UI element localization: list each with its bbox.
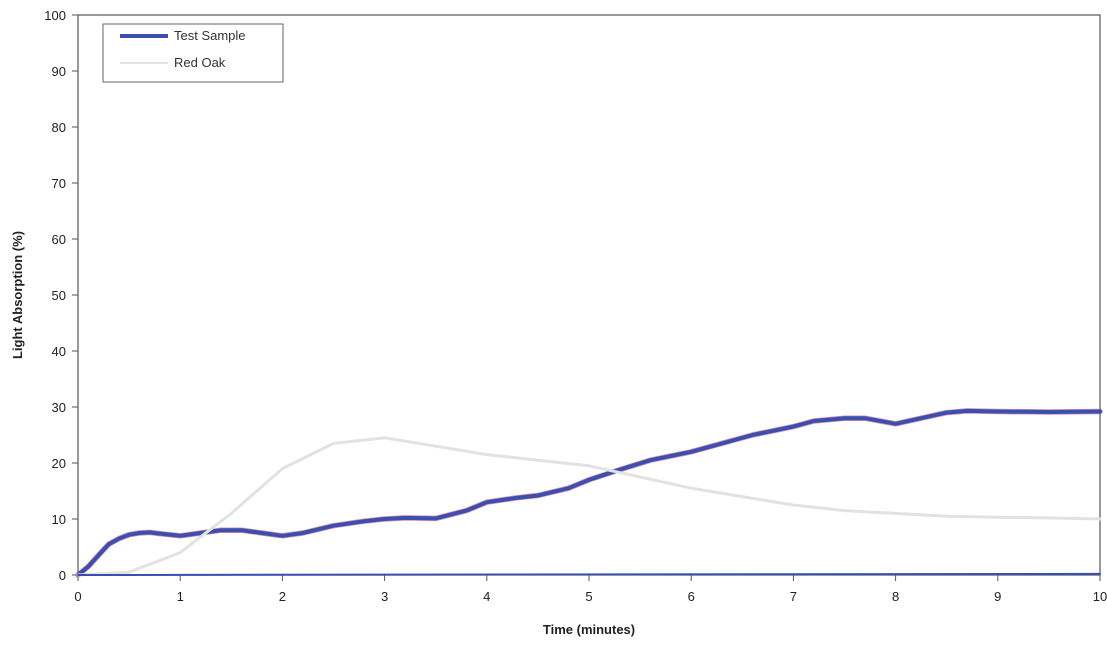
legend-label: Red Oak	[174, 55, 226, 70]
x-tick-label: 10	[1093, 589, 1107, 604]
y-tick-label: 10	[52, 512, 66, 527]
x-tick-label: 8	[892, 589, 899, 604]
x-axis: 0 1 2 3 4 5 6 7 8 9 10	[74, 575, 1107, 604]
x-tick-label: 4	[483, 589, 490, 604]
y-axis: 0 10 20 30 40 50 60 70 80 90 100	[44, 8, 78, 583]
series-line-test-sample	[76, 408, 1102, 577]
y-tick-label: 20	[52, 456, 66, 471]
x-tick-label: 6	[688, 589, 695, 604]
x-tick-label: 2	[279, 589, 286, 604]
y-tick-label: 90	[52, 64, 66, 79]
series-layer	[75, 408, 1103, 578]
y-tick-label: 40	[52, 344, 66, 359]
y-tick-label: 50	[52, 288, 66, 303]
x-tick-label: 7	[790, 589, 797, 604]
series-line-red-oak	[76, 436, 1102, 577]
y-tick-label: 0	[59, 568, 66, 583]
plot-area-frame	[77, 14, 1101, 576]
x-tick-label: 3	[381, 589, 388, 604]
x-tick-label: 5	[585, 589, 592, 604]
x-tick-label: 0	[74, 589, 81, 604]
y-tick-label: 100	[44, 8, 66, 23]
legend-box	[102, 23, 284, 83]
y-axis-title: Light Absorption (%)	[10, 231, 25, 359]
legend-items: Test Sample Red Oak	[120, 28, 246, 70]
legend: Test Sample Red Oak	[102, 23, 284, 83]
legend-label: Test Sample	[174, 28, 246, 43]
x-tick-label: 1	[177, 589, 184, 604]
y-tick-label: 70	[52, 176, 66, 191]
y-tick-label: 60	[52, 232, 66, 247]
series-line-baseline	[77, 572, 1101, 576]
x-tick-label: 9	[994, 589, 1001, 604]
y-tick-label: 30	[52, 400, 66, 415]
x-axis-title: Time (minutes)	[543, 622, 635, 637]
y-tick-label: 80	[52, 120, 66, 135]
